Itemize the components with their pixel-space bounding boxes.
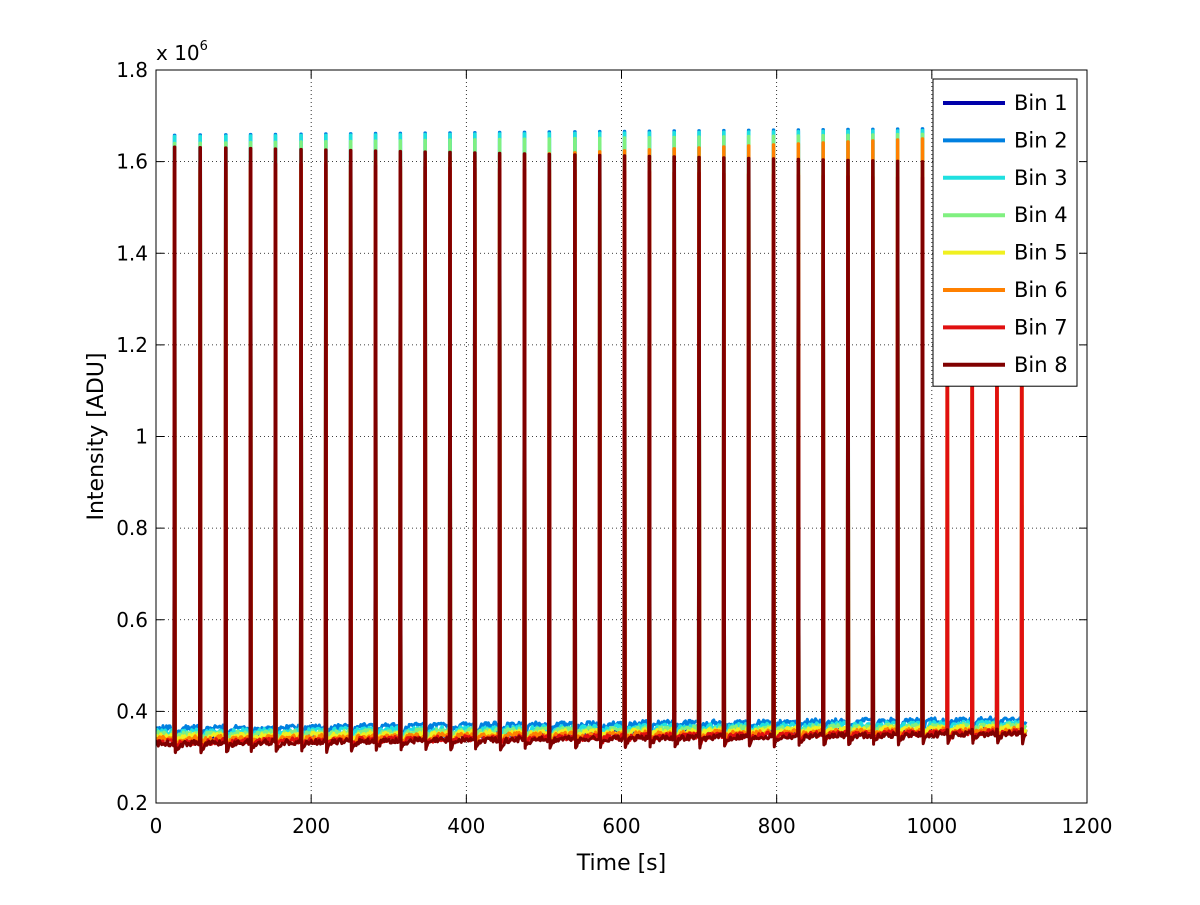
legend-box (932, 78, 1078, 387)
x-tick-label: 400 (447, 814, 485, 838)
legend-label-3: Bin 3 (1014, 166, 1068, 190)
x-tick-label: 0 (150, 814, 163, 838)
legend-label-4: Bin 4 (1014, 203, 1068, 227)
legend-label-2: Bin 2 (1014, 128, 1068, 152)
x-tick-label: 1000 (906, 814, 957, 838)
y-tick-label: 1.6 (116, 150, 148, 174)
y-tick-label: 0.2 (116, 791, 148, 815)
legend-label-7: Bin 7 (1014, 315, 1068, 339)
y-tick-label: 1 (135, 425, 148, 449)
axis-ticks: 0 200 400 600 800 1000 1200 0.2 0.4 0.6 0.8 1 1.2 1.4… (116, 58, 1112, 838)
series-line-8 (156, 145, 1027, 755)
series-group (156, 127, 1028, 755)
legend: Bin 1 Bin 2 Bin 3 Bin 4 Bin 5 Bin 6 Bin 7 Bin 8 (932, 78, 1078, 387)
y-tick-label: 1.8 (116, 58, 148, 82)
x-tick-label: 200 (292, 814, 330, 838)
legend-label-1: Bin 1 (1014, 91, 1068, 115)
x-tick-label: 800 (758, 814, 796, 838)
legend-label-5: Bin 5 (1014, 241, 1068, 265)
y-axis-label: Intensity [ADU] (84, 352, 109, 520)
legend-label-6: Bin 6 (1014, 278, 1068, 302)
y-tick-label: 1.4 (116, 241, 148, 265)
y-exponent-base: x 10 (156, 41, 200, 65)
x-tick-label: 600 (602, 814, 640, 838)
y-exponent-label: x 106 (156, 39, 208, 65)
legend-label-8: Bin 8 (1014, 353, 1068, 377)
y-tick-label: 0.8 (116, 516, 148, 540)
y-tick-label: 1.2 (116, 333, 148, 357)
x-tick-label: 1200 (1062, 814, 1113, 838)
y-tick-label: 0.6 (116, 608, 148, 632)
x-axis-label: Time [s] (576, 851, 666, 876)
y-exponent-power: 6 (200, 39, 208, 54)
y-tick-label: 0.4 (116, 699, 148, 723)
